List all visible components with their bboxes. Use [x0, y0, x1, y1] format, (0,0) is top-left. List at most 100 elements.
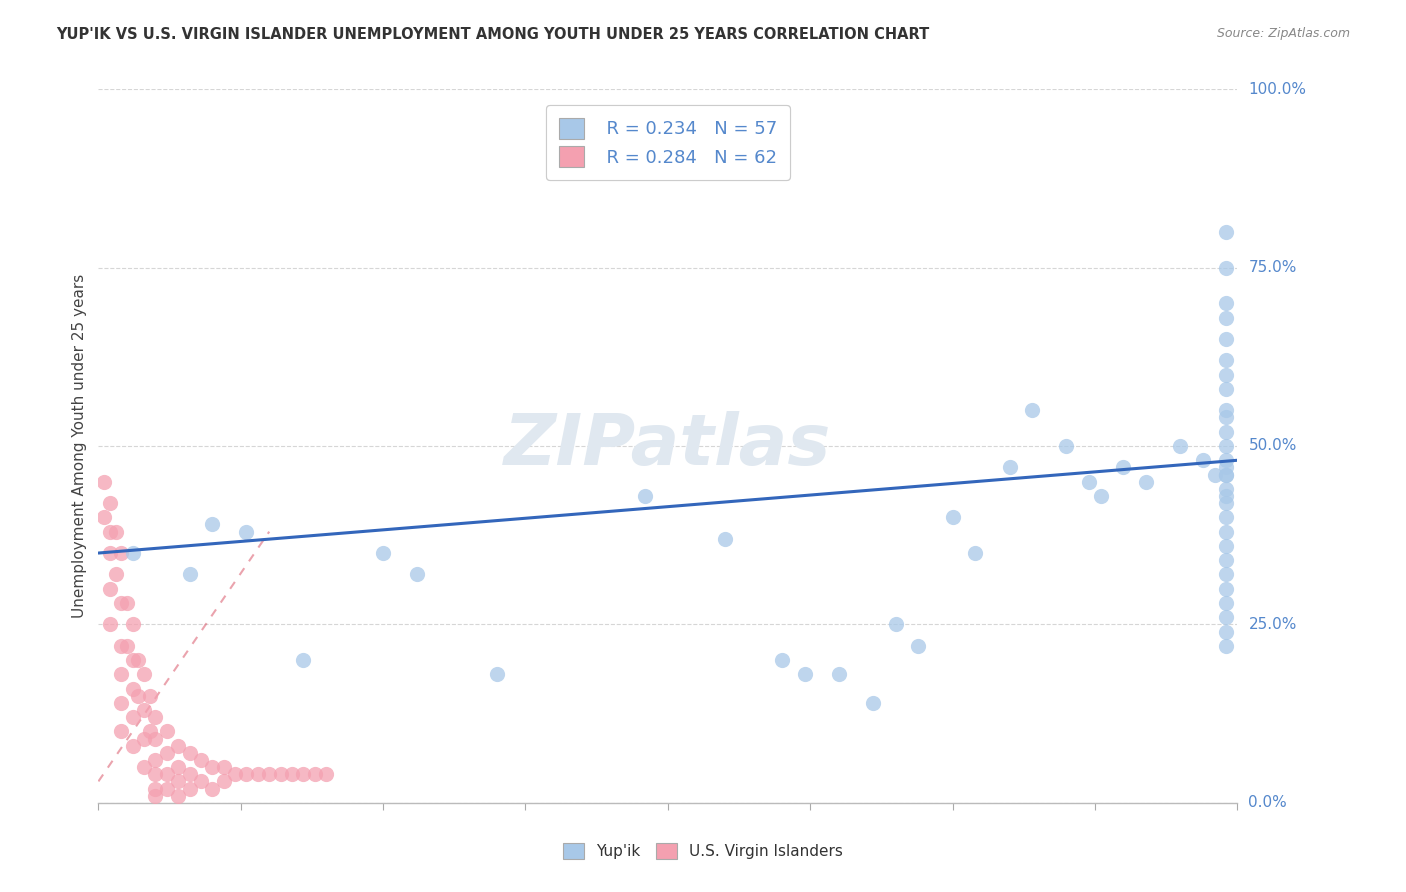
Point [121, 546, 143, 560]
Point [1021, 403, 1043, 417]
Point [138, 724, 160, 739]
Point [714, 532, 737, 546]
Point [304, 767, 326, 781]
Point [115, 639, 138, 653]
Point [110, 667, 132, 681]
Point [315, 767, 337, 781]
Point [1215, 567, 1237, 582]
Point [156, 767, 179, 781]
Point [110, 696, 132, 710]
Point [93, 475, 115, 489]
Point [98, 617, 121, 632]
Point [770, 653, 793, 667]
Point [998, 460, 1021, 475]
Point [235, 767, 257, 781]
Point [259, 767, 281, 781]
Point [179, 781, 201, 796]
Point [167, 739, 190, 753]
Point [121, 710, 143, 724]
Point [1056, 439, 1078, 453]
Point [93, 510, 115, 524]
Point [156, 746, 179, 760]
Point [145, 731, 167, 746]
Point [1215, 425, 1237, 439]
Point [110, 546, 132, 560]
Point [145, 767, 167, 781]
Point [104, 567, 127, 582]
Point [246, 767, 269, 781]
Point [98, 546, 121, 560]
Point [132, 667, 155, 681]
Point [1215, 453, 1237, 467]
Point [110, 596, 132, 610]
Point [1215, 225, 1237, 239]
Point [907, 639, 929, 653]
Point [965, 546, 987, 560]
Point [1215, 296, 1237, 310]
Point [224, 767, 246, 781]
Point [127, 689, 149, 703]
Text: 75.0%: 75.0% [1249, 260, 1296, 275]
Point [1215, 382, 1237, 396]
Point [132, 731, 155, 746]
Point [145, 789, 167, 803]
Point [1204, 467, 1226, 482]
Point [862, 696, 884, 710]
Point [121, 681, 143, 696]
Point [1215, 353, 1237, 368]
Point [1215, 489, 1237, 503]
Text: 0.0%: 0.0% [1249, 796, 1286, 810]
Point [212, 774, 235, 789]
Point [1215, 553, 1237, 567]
Point [121, 617, 143, 632]
Point [1215, 482, 1237, 496]
Point [1215, 510, 1237, 524]
Point [179, 767, 201, 781]
Point [1192, 453, 1215, 467]
Point [201, 781, 224, 796]
Point [1215, 539, 1237, 553]
Point [201, 760, 224, 774]
Point [104, 524, 127, 539]
Point [1215, 496, 1237, 510]
Point [270, 767, 292, 781]
Point [1078, 475, 1101, 489]
Point [1215, 582, 1237, 596]
Point [190, 753, 212, 767]
Point [1215, 596, 1237, 610]
Point [145, 753, 167, 767]
Point [138, 689, 160, 703]
Point [115, 596, 138, 610]
Point [121, 653, 143, 667]
Point [1090, 489, 1112, 503]
Point [110, 639, 132, 653]
Point [1215, 439, 1237, 453]
Point [1215, 460, 1237, 475]
Point [371, 546, 394, 560]
Point [1215, 639, 1237, 653]
Point [1112, 460, 1135, 475]
Point [156, 781, 179, 796]
Point [1215, 624, 1237, 639]
Point [201, 517, 224, 532]
Point [98, 582, 121, 596]
Legend:   R = 0.234   N = 57,   R = 0.284   N = 62: R = 0.234 N = 57, R = 0.284 N = 62 [546, 105, 790, 179]
Legend: Yup'ik, U.S. Virgin Islanders: Yup'ik, U.S. Virgin Islanders [555, 835, 851, 866]
Point [190, 774, 212, 789]
Point [1215, 310, 1237, 325]
Text: 25.0%: 25.0% [1249, 617, 1296, 632]
Point [1215, 524, 1237, 539]
Point [292, 653, 315, 667]
Point [1215, 410, 1237, 425]
Point [1215, 467, 1237, 482]
Point [292, 767, 315, 781]
Point [110, 724, 132, 739]
Point [132, 760, 155, 774]
Point [486, 667, 509, 681]
Point [179, 567, 201, 582]
Point [167, 774, 190, 789]
Point [828, 667, 851, 681]
Point [145, 710, 167, 724]
Point [235, 524, 257, 539]
Point [793, 667, 815, 681]
